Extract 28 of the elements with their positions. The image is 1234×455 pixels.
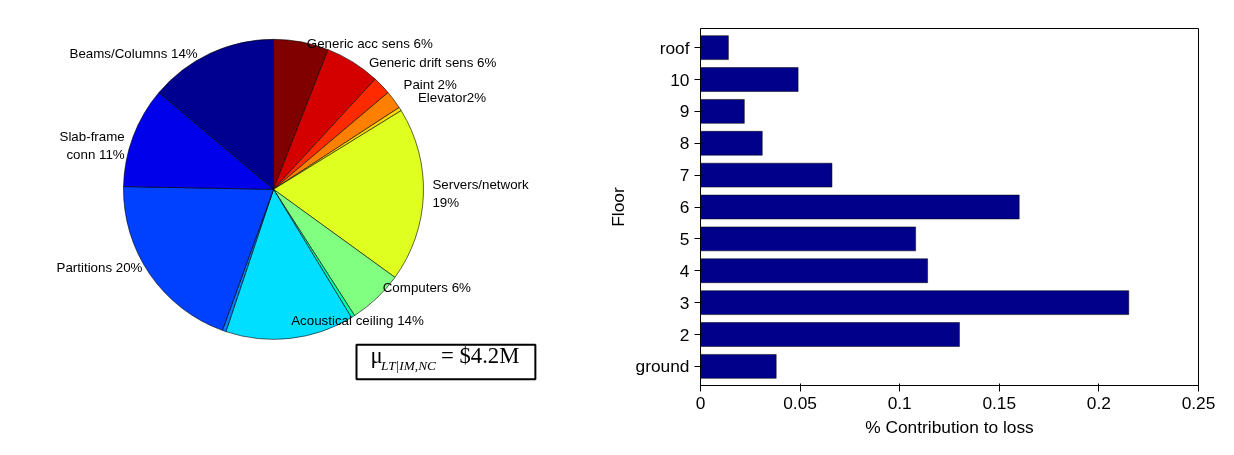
slice-label: Beams/Columns 14% — [69, 46, 198, 62]
x-tick-label: 0.2 — [1086, 392, 1111, 413]
slice-label: Slab-frame conn 11% — [59, 128, 125, 162]
x-tick-label: 0 — [695, 392, 706, 413]
slice-label: Elevator2% — [417, 90, 487, 106]
y-tick-label: 4 — [679, 260, 690, 281]
y-tick-label: 9 — [679, 101, 690, 122]
slice-label: Paint 2% — [403, 76, 458, 92]
y-tick-label: 7 — [679, 165, 690, 186]
slice-label: Servers/network 19% — [432, 177, 530, 211]
slice-label: Computers 6% — [382, 279, 472, 295]
y-tick-label: 6 — [679, 197, 690, 217]
y-tick-label: 5 — [679, 228, 690, 249]
x-tick-label: 0.15 — [982, 392, 1017, 413]
slice-label: Generic drift sens 6% — [368, 54, 497, 70]
x-tick-label: 0.1 — [887, 392, 912, 413]
x-tick-label: 0.05 — [783, 392, 817, 413]
y-tick-label: roof — [659, 37, 690, 58]
x-tick-label: 0.25 — [1181, 392, 1216, 413]
y-tick-label: 3 — [679, 292, 690, 313]
x-axis-title: % Contribution to loss — [865, 416, 1035, 437]
y-tick-label: 8 — [679, 133, 690, 154]
y-axis-title: Floor — [607, 187, 628, 227]
y-tick-label: 10 — [670, 69, 690, 90]
slice-label: Generic acc sens 6% — [306, 35, 433, 51]
y-tick-label: ground — [635, 356, 690, 377]
y-tick-label: 2 — [679, 324, 690, 345]
slice-label: Partitions 20% — [56, 260, 143, 276]
